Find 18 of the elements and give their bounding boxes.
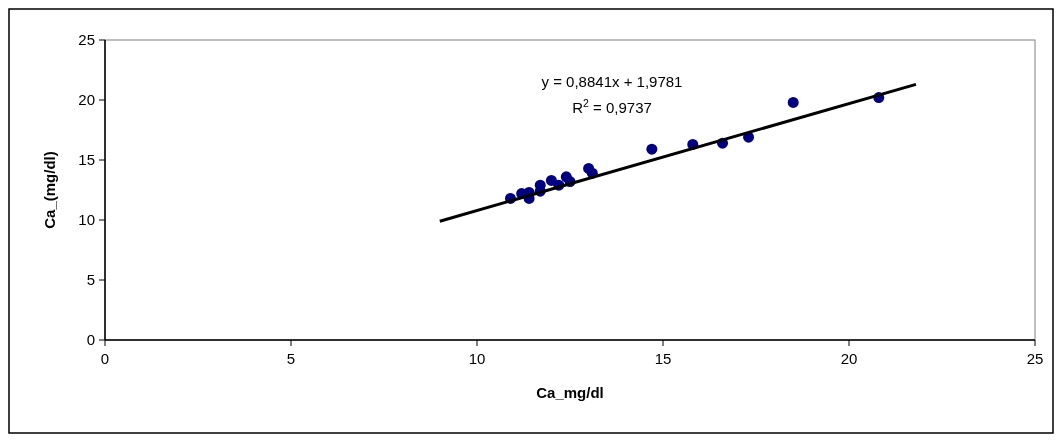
x-tick-label: 20: [840, 350, 858, 367]
y-axis-title: Ca_(mg/dl): [41, 151, 58, 229]
annotation: R$^{2}$ = 0,9737: [572, 97, 652, 116]
point: [646, 143, 658, 155]
y-tick-label: 5: [86, 271, 95, 289]
y-tick-label: 10: [78, 211, 95, 229]
y-tick-label: 20: [78, 91, 95, 109]
annotation: y = 0,8841x + 1,9781: [541, 73, 683, 90]
x-tick-label: 15: [654, 350, 672, 367]
x-tick-label: 10: [468, 350, 486, 367]
point: [787, 96, 799, 108]
x-tick-label: 5: [286, 350, 296, 367]
x-tick-label: 0: [100, 350, 110, 367]
x-tick-label: 25: [1026, 350, 1044, 367]
y-tick-label: 25: [78, 31, 95, 49]
y-tick-label: 0: [86, 331, 95, 349]
y-tick-label: 15: [78, 151, 95, 169]
x-axis-title: Ca_mg/dl: [536, 384, 604, 401]
